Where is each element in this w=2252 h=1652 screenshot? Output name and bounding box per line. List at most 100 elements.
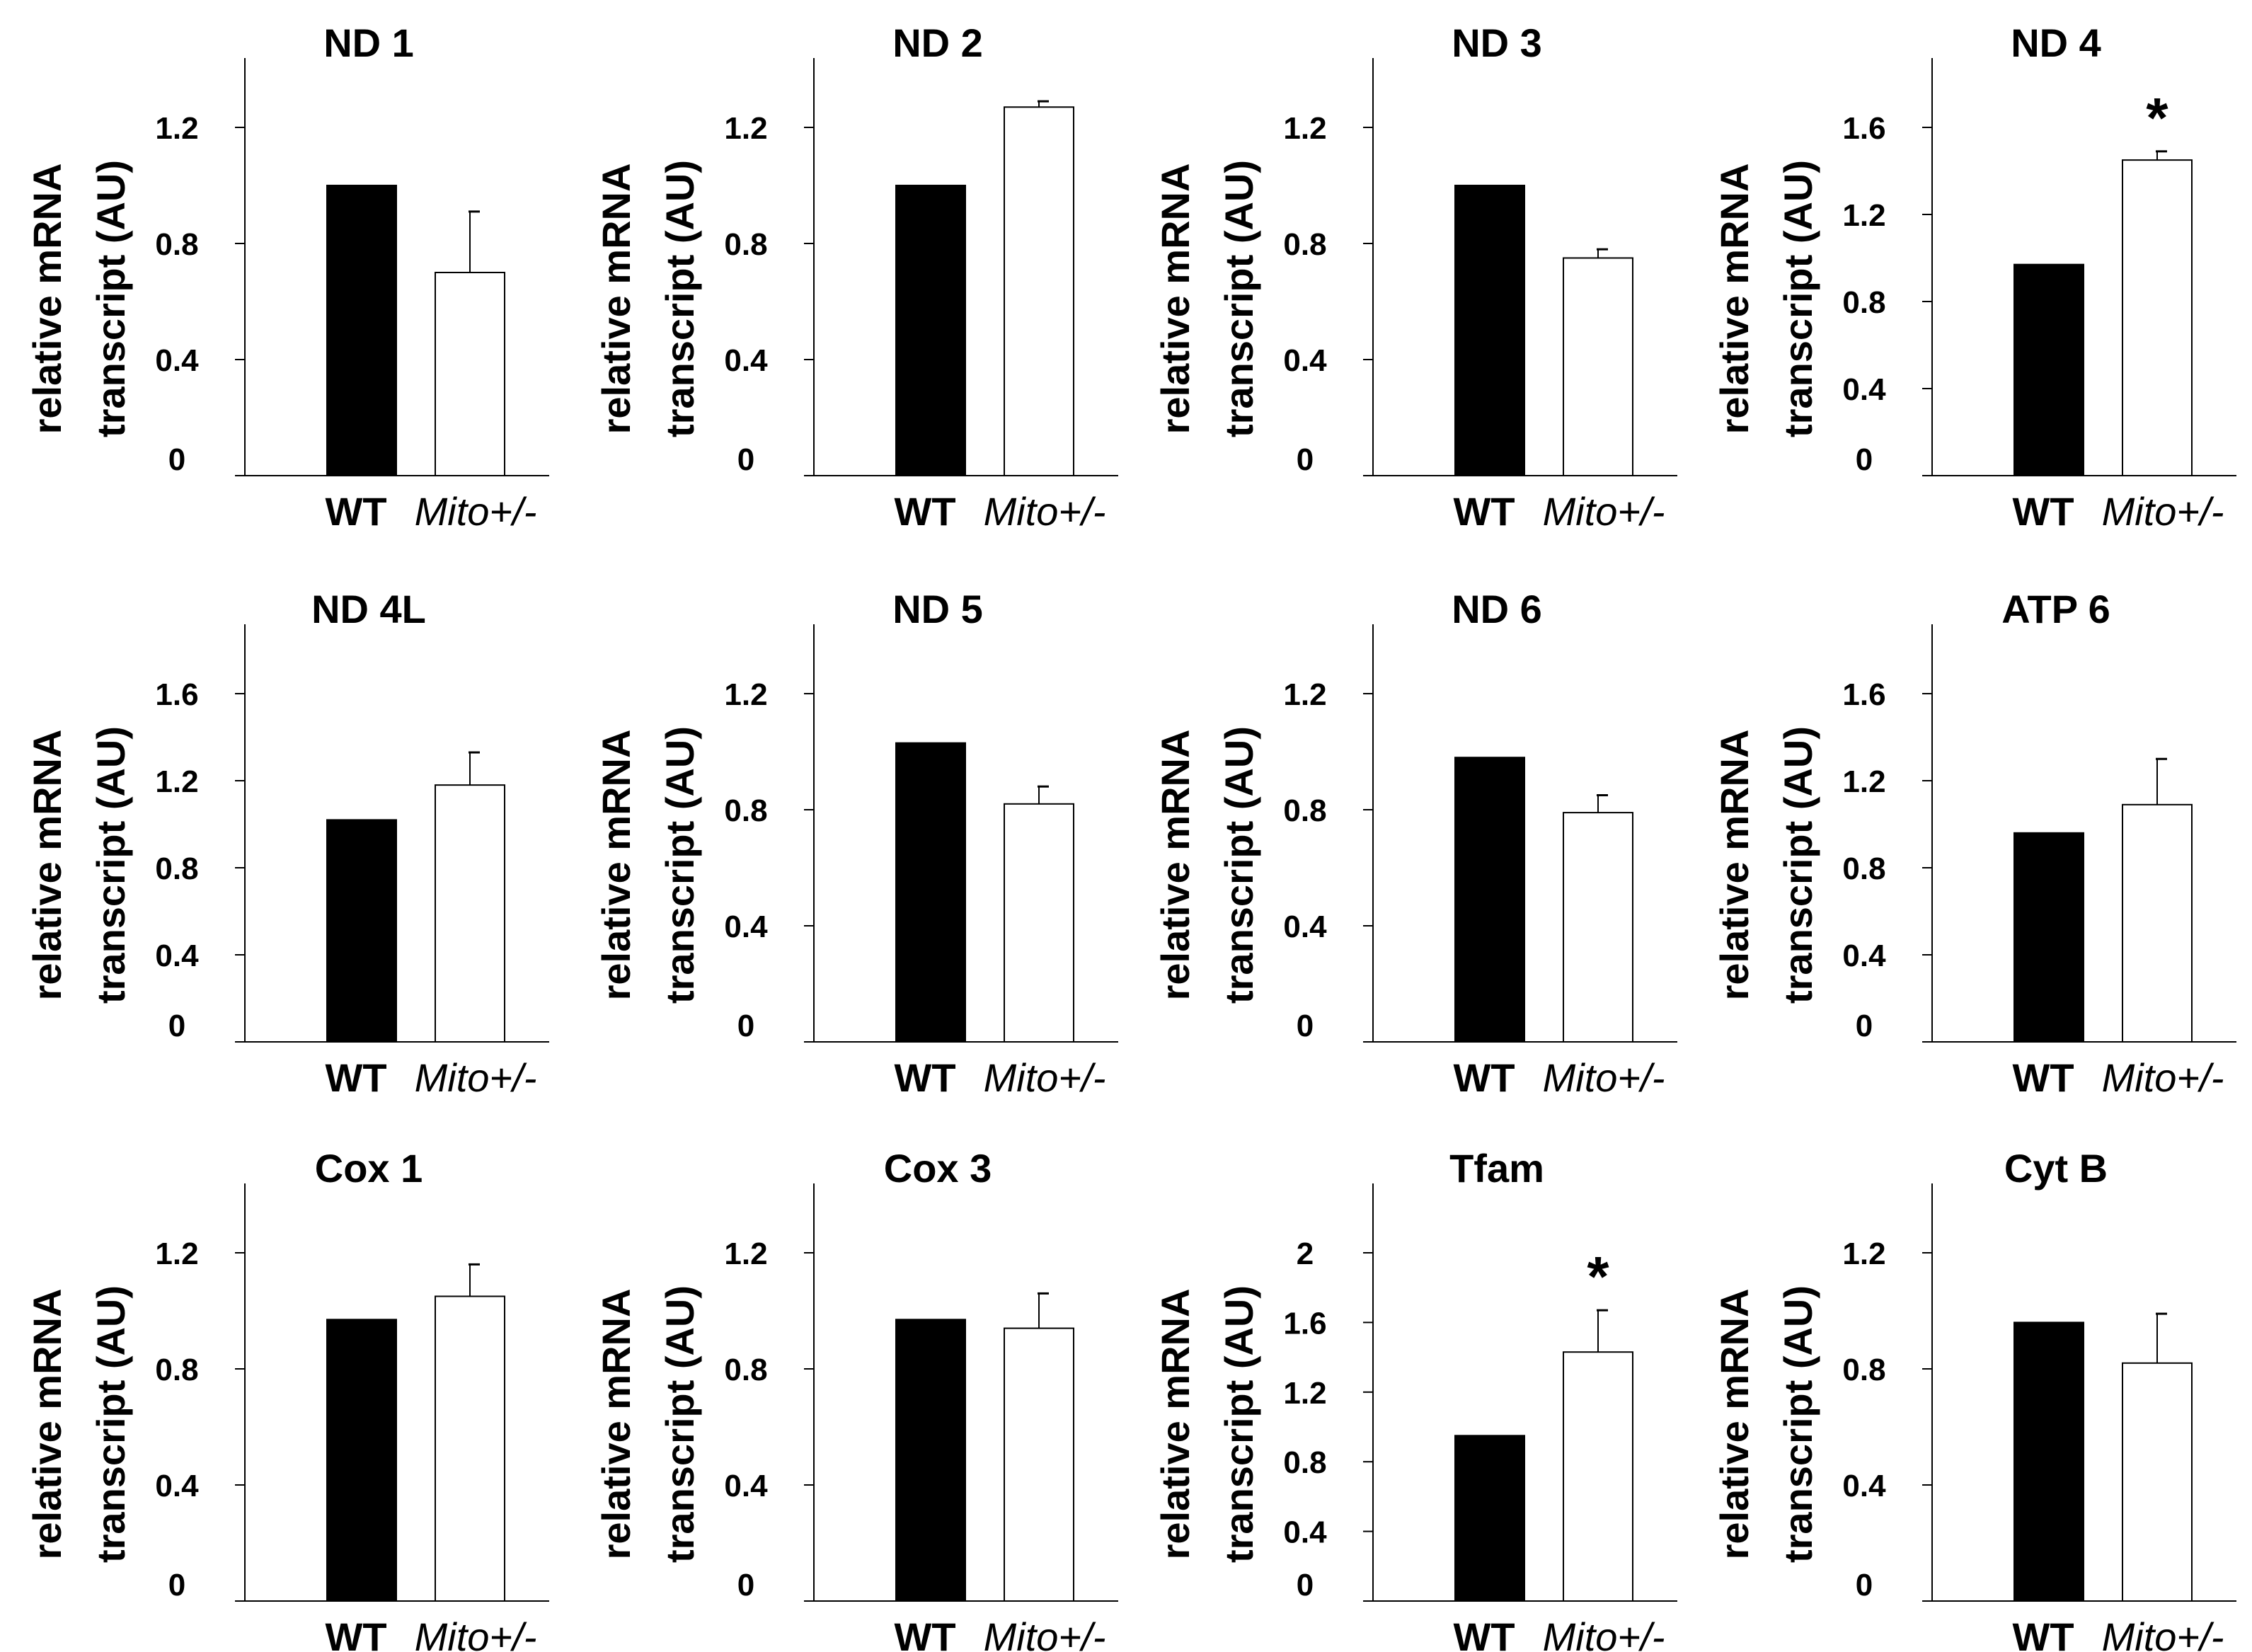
bar-wt [2013, 1321, 2084, 1602]
y-tick-label: 1.2 [724, 677, 767, 712]
y-tick-label: 0.4 [1842, 939, 1886, 973]
y-tick-label: 0.8 [1283, 1445, 1326, 1480]
x-category-label: WT [325, 1055, 386, 1100]
y-tick-label: 0.8 [1842, 851, 1885, 886]
y-tick-label: 0.4 [724, 910, 768, 944]
y-axis-label: transcript (AU) [1217, 1285, 1261, 1563]
y-axis-label: relative mRNA [594, 164, 638, 435]
y-tick-label: 2 [1297, 1237, 1314, 1271]
y-axis-label: relative mRNA [1712, 730, 1757, 1001]
bar-mito [1004, 1327, 1074, 1602]
y-tick-label: 1.6 [1842, 677, 1885, 712]
y-tick-label: 0.4 [1842, 1469, 1886, 1503]
y-tick-label: 0 [1856, 1009, 1873, 1043]
y-tick-label: 1.2 [1283, 111, 1326, 146]
y-tick-label: 0 [1856, 1568, 1873, 1602]
y-axis-label: transcript (AU) [1776, 160, 1820, 437]
y-axis-label: transcript (AU) [657, 726, 702, 1004]
x-category-label: Mito+/- [1543, 1614, 1665, 1652]
y-axis-label: transcript (AU) [657, 1285, 702, 1563]
y-tick-label: 1.2 [1842, 1237, 1885, 1271]
chart-title: Cyt B [2004, 1146, 2108, 1191]
x-category-label: Mito+/- [415, 489, 537, 534]
x-category-label: Mito+/- [1543, 489, 1665, 534]
chart-title: ND 1 [323, 21, 414, 65]
y-axis-label: transcript (AU) [88, 726, 133, 1004]
x-category-label: WT [2012, 1614, 2074, 1652]
y-tick-label: 0.4 [724, 343, 768, 378]
bar-wt [326, 185, 397, 476]
y-tick-label: 0.8 [155, 1353, 198, 1387]
x-category-label: WT [894, 1614, 955, 1652]
significance-marker: * [1587, 1245, 1609, 1308]
chart-title: ND 4L [311, 587, 426, 631]
y-tick-label: 1.2 [724, 1237, 767, 1271]
y-tick-label: 0 [168, 442, 185, 477]
y-tick-label: 0.4 [1842, 372, 1886, 407]
x-category-label: Mito+/- [984, 1614, 1106, 1652]
x-category-label: Mito+/- [2102, 1055, 2224, 1100]
x-category-label: Mito+/- [984, 1055, 1106, 1100]
bar-mito [435, 272, 505, 476]
y-tick-label: 1.2 [155, 111, 198, 146]
y-axis-label: transcript (AU) [88, 160, 133, 437]
y-axis-label: relative mRNA [1712, 164, 1757, 435]
y-axis-label: relative mRNA [1712, 1289, 1757, 1560]
x-category-label: WT [325, 489, 386, 534]
x-category-label: WT [894, 489, 955, 534]
x-category-label: WT [2012, 489, 2074, 534]
y-tick-label: 0 [168, 1568, 185, 1602]
y-tick-label: 0 [1297, 1568, 1314, 1602]
y-tick-label: 0 [1297, 442, 1314, 477]
significance-marker: * [2146, 86, 2168, 149]
bar-mito [435, 1295, 505, 1602]
y-axis-label: transcript (AU) [1776, 1285, 1820, 1563]
chart-panel-9: Cox 1 relative mRNA transcript (AU) 0 0.4 0.8… [25, 1146, 549, 1652]
chart-title: ND 3 [1452, 21, 1542, 65]
y-tick-label: 1.6 [1283, 1306, 1326, 1341]
y-axis-label: transcript (AU) [657, 160, 702, 437]
x-category-label: Mito+/- [415, 1055, 537, 1100]
y-tick-label: 0.8 [724, 227, 767, 262]
chart-panel-11: Tfam relative mRNA transcript (AU) 0 0.4 0.8 1… [1153, 1146, 1677, 1652]
y-tick-label: 0.4 [155, 1469, 199, 1503]
y-tick-label: 0 [737, 1568, 754, 1602]
bar-wt [895, 185, 966, 476]
bar-mito [2122, 1362, 2193, 1602]
y-axis-label: relative mRNA [594, 730, 638, 1001]
y-tick-label: 1.6 [1842, 111, 1885, 146]
y-axis-label: transcript (AU) [1776, 726, 1820, 1004]
y-tick-label: 0 [737, 1009, 754, 1043]
y-axis-label: relative mRNA [25, 730, 69, 1001]
x-category-label: Mito+/- [2102, 1614, 2224, 1652]
y-tick-label: 0.8 [155, 851, 198, 886]
x-category-label: WT [1453, 1055, 1515, 1100]
chart-panel-5: ND 4L relative mRNA transcript (AU) 0 0.4 0.8… [25, 587, 549, 1100]
chart-title: Tfam [1449, 1146, 1544, 1191]
y-axis-label: transcript (AU) [1217, 726, 1261, 1004]
chart-panel-3: ND 3 relative mRNA transcript (AU) 0 0.4 0.8 1… [1153, 21, 1677, 534]
y-tick-label: 0.8 [724, 793, 767, 828]
x-category-label: WT [2012, 1055, 2074, 1100]
bar-wt [895, 1319, 966, 1602]
y-tick-label: 1.2 [1283, 677, 1326, 712]
x-category-label: Mito+/- [1543, 1055, 1665, 1100]
y-tick-label: 0.4 [1283, 1515, 1327, 1550]
y-axis-label: relative mRNA [25, 164, 69, 435]
y-tick-label: 1.6 [155, 677, 198, 712]
y-axis-label: relative mRNA [1153, 164, 1197, 435]
y-tick-label: 1.2 [155, 764, 198, 799]
bar-wt [326, 1319, 397, 1602]
bar-mito [2122, 803, 2193, 1043]
y-tick-label: 0.4 [1283, 343, 1327, 378]
chart-panel-8: ATP 6 relative mRNA transcript (AU) 0 0.4 0.8… [1712, 587, 2236, 1100]
chart-title: ND 4 [2011, 21, 2101, 65]
y-axis-label: relative mRNA [1153, 1289, 1197, 1560]
bar-wt [1454, 757, 1525, 1043]
y-tick-label: 0.8 [155, 227, 198, 262]
bar-mito [1563, 812, 1633, 1043]
bar-wt [2013, 832, 2084, 1043]
chart-panel-2: ND 2 relative mRNA transcript (AU) 0 0.4 0.8 1… [594, 21, 1118, 534]
y-axis-label: transcript (AU) [88, 1285, 133, 1563]
